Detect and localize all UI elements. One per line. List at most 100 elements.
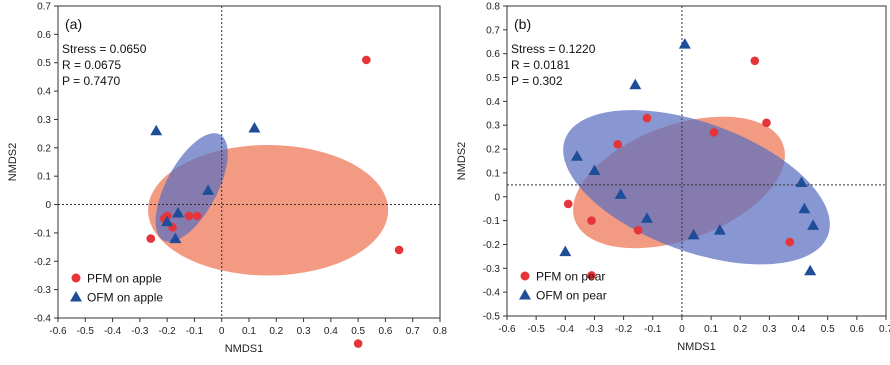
x-tick-label: 0.2: [269, 326, 283, 337]
ofm-data-point: [678, 38, 691, 49]
ofm-data-point: [559, 245, 572, 257]
ofm-data-point: [629, 78, 642, 90]
ofm-confidence-ellipse: [155, 133, 228, 242]
stat-text: Stress = 0.0650: [62, 42, 147, 56]
y-tick-label: -0.5: [483, 312, 501, 323]
pfm-data-point: [709, 128, 719, 137]
pfm-data-point: [762, 118, 771, 128]
pfm-data-point: [362, 55, 371, 65]
x-tick-label: 0.4: [324, 326, 338, 337]
x-tick-label: -0.3: [131, 326, 149, 337]
legend-triangle-icon: [519, 289, 531, 300]
x-tick-label: -0.4: [557, 324, 575, 335]
y-tick-label: -0.4: [34, 314, 52, 325]
plot-frame: [506, 5, 887, 317]
y-axis-title: NMDS2: [456, 142, 468, 181]
x-tick-label: 0.1: [704, 324, 718, 335]
nmds-panel-pear: -0.6 -0.5 -0.4 -0.3 -0.2 -0.1 0 0.1 0.2 0.3 0.4 0.5…: [456, 2, 890, 354]
y-tick-label: 0.4: [37, 87, 51, 98]
x-tick-label: 0.5: [351, 326, 365, 337]
y-tick-label: 0.7: [486, 25, 500, 36]
x-tick-label: 0.4: [792, 324, 806, 335]
y-tick-label: -0.3: [483, 264, 501, 275]
ofm-data-point: [614, 188, 627, 199]
pfm-data-point: [613, 140, 623, 149]
ofm-data-point: [150, 124, 163, 136]
y-tick-label: -0.2: [34, 257, 52, 268]
x-tick-label: 0: [679, 324, 685, 335]
y-tick-label: 0.6: [37, 30, 51, 41]
ofm-data-point: [687, 228, 700, 240]
pfm-data-point: [642, 113, 652, 123]
x-tick-label: 0: [219, 326, 225, 337]
pfm-data-point: [587, 216, 596, 225]
panel-label: (b): [514, 16, 531, 32]
pfm-data-point: [146, 234, 156, 243]
stat-text: R = 0.0181: [511, 58, 570, 72]
x-tick-label: -0.1: [644, 324, 662, 335]
x-tick-label: 0.1: [242, 326, 256, 337]
legend-label: PFM on apple: [87, 272, 162, 286]
x-tick-label: 0.7: [406, 326, 420, 337]
y-tick-label: 0.5: [37, 58, 51, 69]
x-axis-title: NMDS1: [677, 341, 716, 353]
y-tick-label: 0.2: [37, 143, 51, 154]
legend-label: PFM on pear: [536, 270, 605, 284]
x-tick-label: 0.3: [297, 326, 311, 337]
pfm-data-point: [587, 271, 596, 280]
ofm-data-point: [172, 207, 185, 218]
y-tick-label: 0.5: [486, 73, 500, 84]
stat-text: P = 0.302: [511, 74, 563, 88]
pfm-data-point: [785, 237, 795, 247]
ofm-data-point: [570, 150, 583, 161]
x-tick-label: 0.8: [433, 326, 447, 337]
x-tick-label: -0.3: [586, 324, 604, 335]
y-tick-label: -0.3: [34, 285, 52, 296]
pfm-data-point: [563, 199, 573, 209]
y-axis-title: NMDS2: [7, 143, 19, 182]
ellipse-group: [148, 133, 389, 276]
y-tick-label: -0.1: [34, 228, 52, 239]
legend-label: OFM on pear: [536, 289, 607, 303]
legend-circle-icon: [520, 271, 530, 281]
x-tick-label: -0.5: [77, 326, 95, 337]
ofm-data-point: [807, 219, 820, 230]
x-tick-label: -0.6: [498, 324, 516, 335]
pfm-data-point: [750, 56, 760, 66]
ofm-data-point: [169, 232, 182, 244]
y-tick-label: 0.4: [486, 97, 500, 108]
x-tick-label: 0.5: [821, 324, 835, 335]
stat-text: P = 0.7470: [62, 74, 120, 88]
ofm-data-point: [713, 224, 726, 235]
stat-text: Stress = 0.1220: [511, 42, 596, 56]
x-tick-label: 0.6: [850, 324, 864, 335]
ofm-data-point: [248, 121, 261, 133]
panel-label: (a): [65, 16, 82, 32]
y-tick-label: 0: [494, 192, 500, 203]
x-tick-label: -0.1: [186, 326, 204, 337]
ofm-data-point: [202, 184, 215, 195]
ofm-data-point: [588, 164, 601, 176]
x-tick-label: 0.7: [879, 324, 890, 335]
x-tick-label: -0.4: [104, 326, 122, 337]
x-tick-label: -0.2: [615, 324, 633, 335]
pfm-data-point: [353, 339, 363, 348]
y-tick-label: 0.7: [37, 2, 51, 13]
pfm-data-point: [394, 245, 404, 255]
pfm-data-point: [633, 225, 643, 235]
ofm-data-point: [161, 215, 174, 227]
y-tick-label: 0.8: [486, 2, 500, 13]
y-tick-label: 0.2: [486, 145, 500, 156]
x-tick-label: 0.2: [733, 324, 747, 335]
ofm-data-point: [804, 264, 817, 276]
ofm-data-point: [640, 212, 653, 223]
y-tick-label: 0.3: [37, 115, 51, 126]
stat-text: R = 0.0675: [62, 58, 121, 72]
ofm-confidence-ellipse: [563, 110, 830, 265]
x-tick-label: 0.3: [762, 324, 776, 335]
y-tick-label: 0: [45, 200, 51, 211]
legend-triangle-icon: [70, 291, 82, 302]
y-tick-label: -0.1: [483, 216, 501, 227]
y-tick-label: 0.3: [486, 121, 500, 132]
pfm-data-point: [192, 211, 202, 221]
